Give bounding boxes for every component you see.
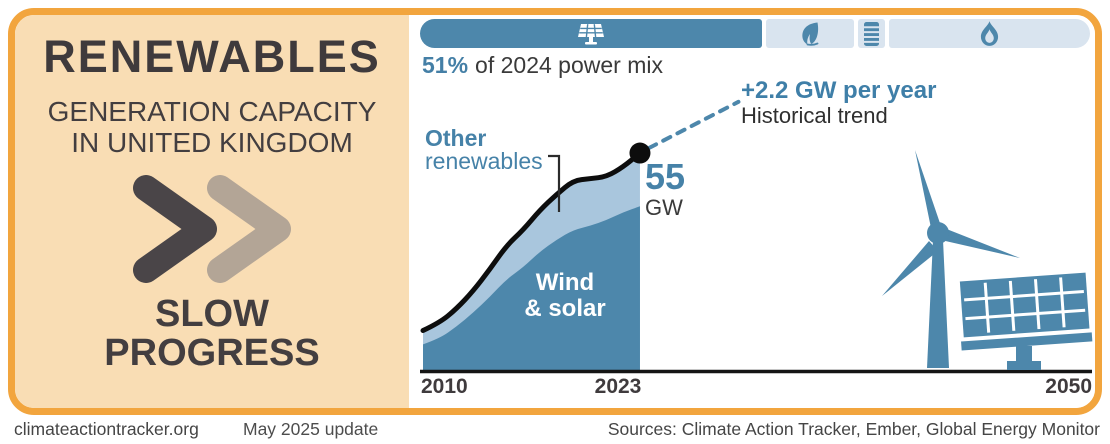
page-subtitle: GENERATION CAPACITY IN UNITED KINGDOM xyxy=(15,96,409,159)
wind-solar-label-line1: Wind xyxy=(535,269,595,296)
site-url: climateactiontracker.org xyxy=(14,419,199,439)
x-tick-2023: 2023 xyxy=(594,375,642,398)
value-2023-label: 55 GW xyxy=(645,159,685,219)
rating-line-2: PROGRESS xyxy=(104,332,320,375)
page-title: RENEWABLES xyxy=(43,31,381,82)
capacity-chart xyxy=(420,99,1093,374)
sources-credit: Sources: Climate Action Tracker, Ember, … xyxy=(607,419,1100,439)
wind-solar-area xyxy=(423,206,640,370)
trend-label: +2.2 GW per year Historical trend xyxy=(741,78,936,128)
wind-turbine-illustration xyxy=(882,150,1020,368)
x-tick-2050: 2050 xyxy=(1045,375,1092,398)
infographic-card: RENEWABLES GENERATION CAPACITY IN UNITED… xyxy=(8,8,1102,415)
power-mix-percent: 51% xyxy=(422,52,469,78)
power-mix-segment-gas xyxy=(888,19,1090,48)
update-date: May 2025 update xyxy=(243,419,379,439)
value-2023-dot xyxy=(629,142,651,164)
barrel-icon xyxy=(863,21,880,46)
leaf-icon xyxy=(801,22,818,46)
total-capacity-line xyxy=(420,150,643,334)
power-mix-segment-bio xyxy=(766,19,854,48)
trend-rate-text: +2.2 GW per year xyxy=(741,77,937,104)
flame-icon xyxy=(980,21,998,46)
rating-text: SLOW PROGRESS xyxy=(15,292,409,375)
solar-panel-illustration xyxy=(959,272,1093,370)
power-mix-segment-renewables xyxy=(420,19,763,48)
wind-solar-label-line2: & solar xyxy=(524,295,606,323)
subtitle-line-1: GENERATION CAPACITY xyxy=(47,96,377,127)
power-mix-bar xyxy=(420,19,1090,48)
double-chevron-icon xyxy=(133,174,291,283)
power-mix-caption: 51% of 2024 power mix xyxy=(422,52,663,79)
trend-dashed-line xyxy=(646,99,741,151)
value-2023-number: 55 xyxy=(645,156,686,197)
subtitle-line-2: IN UNITED KINGDOM xyxy=(71,126,353,158)
other-renewables-label: Other renewables xyxy=(425,127,543,173)
other-renewables-label-line1: Other xyxy=(425,125,487,151)
other-renewables-leader-line xyxy=(548,154,561,212)
wind-solar-label: Wind & solar xyxy=(505,269,625,323)
chart-panel: 51% of 2024 power mix xyxy=(409,15,1095,408)
title-panel: RENEWABLES GENERATION CAPACITY IN UNITED… xyxy=(15,15,409,408)
solar-panel-icon xyxy=(578,23,605,44)
power-mix-segment-oil xyxy=(857,19,885,48)
value-2023-unit: GW xyxy=(645,195,683,220)
power-mix-caption-text: of 2024 power mix xyxy=(475,52,663,78)
other-renewables-label-line2: renewables xyxy=(425,148,543,174)
rating-line-1: SLOW xyxy=(155,292,269,335)
trend-subtext: Historical trend xyxy=(741,102,888,128)
x-tick-2010: 2010 xyxy=(421,375,468,398)
